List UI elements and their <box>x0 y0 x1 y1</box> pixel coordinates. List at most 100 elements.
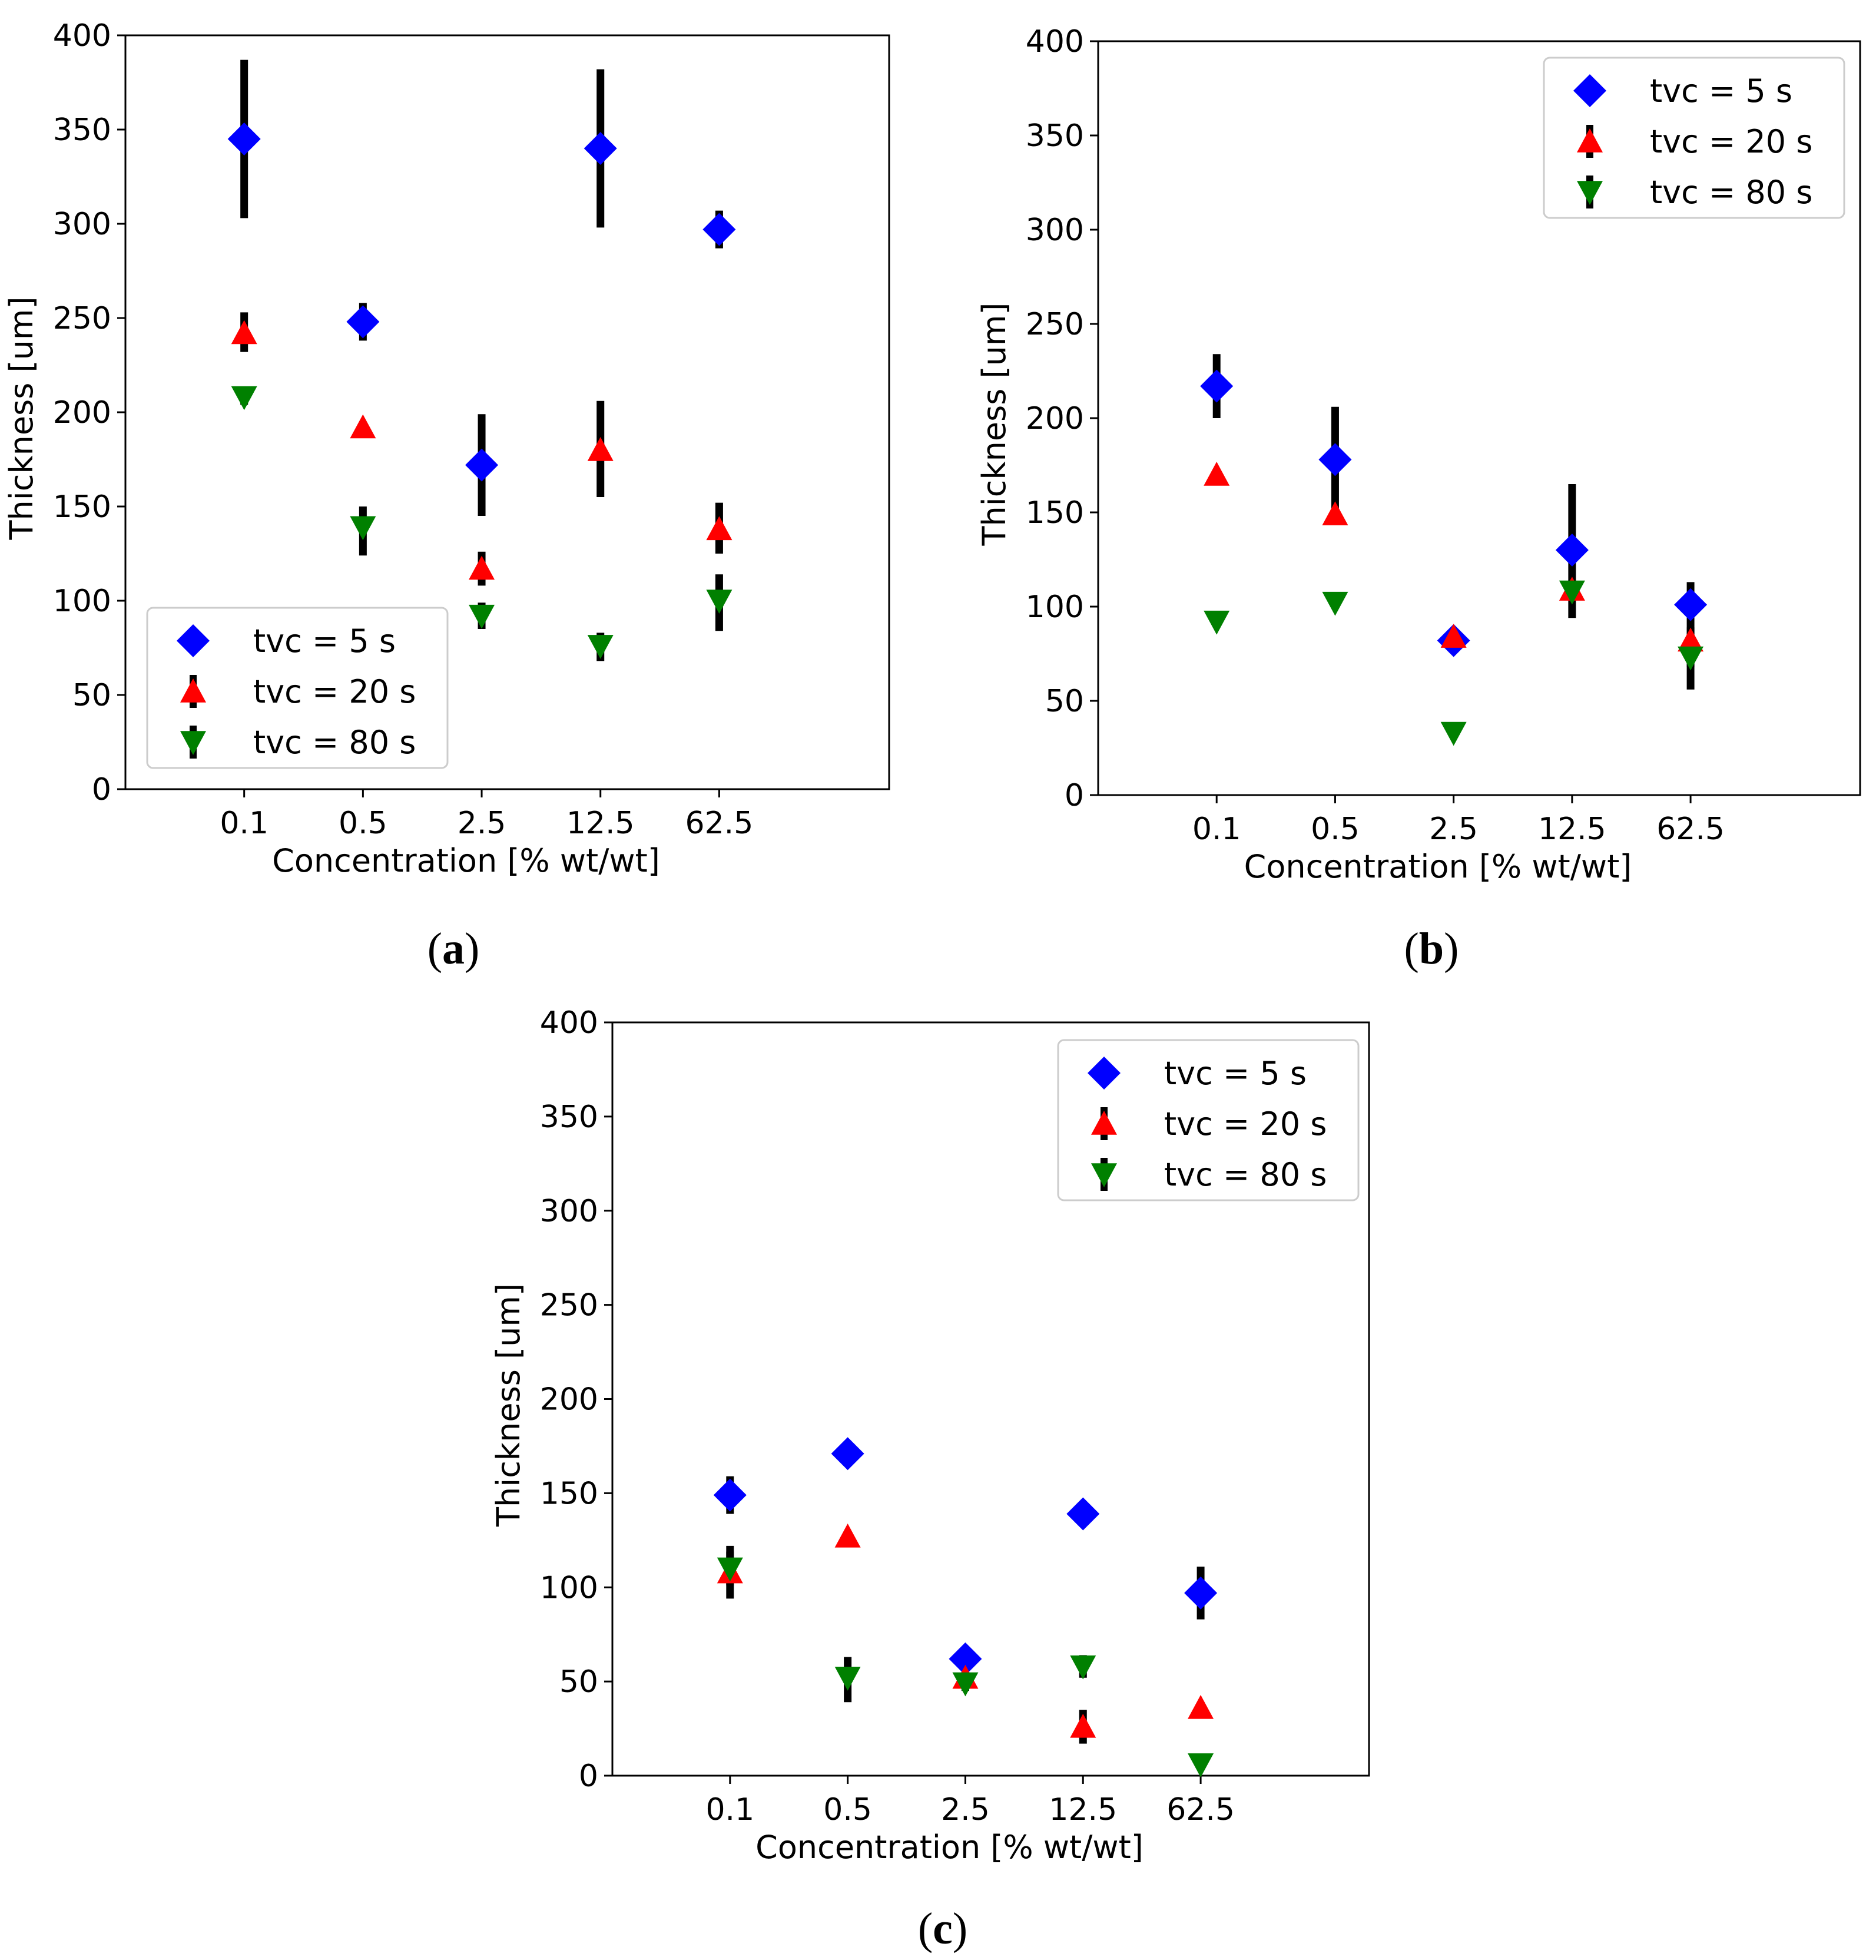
y-tick-label-a: 250 <box>53 301 111 336</box>
y-tick-label-c: 250 <box>540 1288 598 1323</box>
point-c-series2 <box>952 1672 979 1697</box>
y-tick-label-b: 350 <box>1026 118 1084 154</box>
legend-marker-b-series0 <box>1573 74 1606 107</box>
point-b-series1 <box>1204 462 1230 486</box>
x-tick-label-a: 62.5 <box>685 806 754 841</box>
x-axis-label-a: Concentration [% wt/wt] <box>272 842 660 879</box>
point-b-series2 <box>1678 646 1704 671</box>
point-c-series2 <box>1070 1655 1096 1680</box>
x-tick-label-c: 12.5 <box>1049 1792 1117 1827</box>
point-b-series2 <box>1440 721 1467 746</box>
legend-c: tvc = 5 s tvc = 20 s tvc = 80 s <box>1057 1039 1360 1201</box>
panel-label-b: (b) <box>1404 924 1459 974</box>
y-tick-label-c: 100 <box>540 1570 598 1605</box>
point-c-series0 <box>1066 1497 1100 1531</box>
legend-label-a-series0: tvc = 5 s <box>253 623 396 660</box>
y-tick-label-c: 0 <box>579 1759 598 1794</box>
legend-b: tvc = 5 s tvc = 20 s tvc = 80 s <box>1543 57 1845 219</box>
y-tick-label-c: 300 <box>540 1194 598 1229</box>
point-b-series1 <box>1678 627 1704 652</box>
y-tick-label-b: 150 <box>1026 495 1084 531</box>
y-tick-label-b: 400 <box>1026 24 1084 59</box>
legend-marker-c-series1 <box>1091 1111 1117 1135</box>
y-tick-label-a: 100 <box>53 584 111 619</box>
legend-label-b-series2: tvc = 80 s <box>1650 174 1812 211</box>
y-tick-label-c: 50 <box>559 1664 598 1700</box>
y-tick-label-a: 400 <box>53 18 111 54</box>
y-tick-label-a: 300 <box>53 207 111 242</box>
y-tick-label-c: 200 <box>540 1382 598 1418</box>
point-b-series0 <box>1200 369 1234 403</box>
x-tick-label-a: 0.5 <box>339 806 387 841</box>
x-tick-label-c: 0.5 <box>823 1792 872 1827</box>
x-tick-label-b: 62.5 <box>1656 812 1725 847</box>
x-tick-label-a: 2.5 <box>458 806 506 841</box>
point-a-series0 <box>227 122 261 155</box>
x-tick-label-b: 12.5 <box>1538 812 1606 847</box>
x-axis-label-b: Concentration [% wt/wt] <box>1244 848 1632 885</box>
point-a-series1 <box>231 320 257 345</box>
y-tick-label-a: 50 <box>72 678 111 713</box>
legend-label-a-series1: tvc = 20 s <box>253 673 416 710</box>
legend-label-a-series2: tvc = 80 s <box>253 724 416 761</box>
point-c-series0 <box>1184 1576 1218 1610</box>
point-c-series2 <box>717 1557 743 1582</box>
y-tick-label-a: 350 <box>53 112 111 148</box>
y-tick-label-c: 400 <box>540 1005 598 1041</box>
x-axis-label-c: Concentration [% wt/wt] <box>755 1829 1144 1866</box>
point-c-series2 <box>834 1667 861 1691</box>
x-tick-label-a: 0.1 <box>220 806 269 841</box>
legend-marker-b-series1 <box>1577 128 1603 153</box>
point-a-series2 <box>587 635 614 659</box>
y-tick-label-b: 50 <box>1045 684 1084 719</box>
legend-marker-c-series0 <box>1088 1057 1121 1090</box>
x-tick-label-a: 12.5 <box>566 806 635 841</box>
point-a-series0 <box>702 213 736 246</box>
legend-label-c-series1: tvc = 20 s <box>1164 1105 1327 1143</box>
x-tick-label-c: 62.5 <box>1166 1792 1235 1827</box>
point-a-series0 <box>584 132 617 165</box>
chart-panel-a: 0 50 100 150 200 250 300 350 400 0.1 0.5 2.5 12.5 62.… <box>3 18 890 879</box>
x-tick-label-b: 2.5 <box>1429 812 1478 847</box>
y-tick-label-b: 300 <box>1026 213 1084 248</box>
y-tick-label-b: 200 <box>1026 401 1084 436</box>
legend-label-c-series2: tvc = 80 s <box>1164 1156 1327 1193</box>
y-tick-label-b: 100 <box>1026 590 1084 625</box>
chart-panel-c: 0 50 100 150 200 250 300 350 400 0.1 0.5 2.5 12.5 62.… <box>490 1005 1370 1866</box>
chart-panel-b: 0 50 100 150 200 250 300 350 400 0.1 0.5 2.5 12.5 62.… <box>976 24 1861 885</box>
point-b-series2 <box>1559 580 1585 605</box>
y-tick-label-a: 0 <box>92 772 111 807</box>
point-b-series1 <box>1440 624 1467 648</box>
point-c-series1 <box>1188 1694 1214 1719</box>
point-b-series0 <box>1555 534 1589 567</box>
point-a-series1 <box>469 555 495 580</box>
panel-label-a: (a) <box>427 924 480 974</box>
point-c-series1 <box>1070 1713 1096 1738</box>
legend-marker-a-series2 <box>180 731 206 755</box>
point-c-series1 <box>834 1523 861 1548</box>
y-tick-label-c: 150 <box>540 1476 598 1511</box>
legend-label-b-series0: tvc = 5 s <box>1650 72 1792 110</box>
point-c-series0 <box>949 1642 982 1676</box>
legend-box-b <box>1543 57 1845 219</box>
legend-label-b-series1: tvc = 20 s <box>1650 123 1812 160</box>
point-a-series0 <box>346 305 380 339</box>
x-tick-label-c: 2.5 <box>941 1792 990 1827</box>
point-a-series2 <box>706 590 732 614</box>
point-a-series2 <box>469 604 495 629</box>
y-tick-label-a: 200 <box>53 395 111 431</box>
point-b-series1 <box>1322 501 1348 525</box>
legend-a: tvc = 5 s tvc = 20 s tvc = 80 s <box>146 607 449 769</box>
x-tick-label-b: 0.1 <box>1192 812 1241 847</box>
y-axis-label-a: Thickness [um] <box>3 296 40 540</box>
legend-box-a <box>146 607 449 769</box>
point-b-series0 <box>1674 588 1708 621</box>
panel-label-c: (c) <box>917 1904 968 1954</box>
legend-marker-b-series2 <box>1577 181 1603 205</box>
y-axis-label-c: Thickness [um] <box>490 1283 527 1527</box>
x-tick-label-b: 0.5 <box>1311 812 1360 847</box>
legend-marker-a-series1 <box>180 678 206 703</box>
y-axis-label-b: Thickness [um] <box>976 302 1013 546</box>
legend-box-c <box>1057 1039 1360 1201</box>
point-a-series1 <box>706 516 732 541</box>
